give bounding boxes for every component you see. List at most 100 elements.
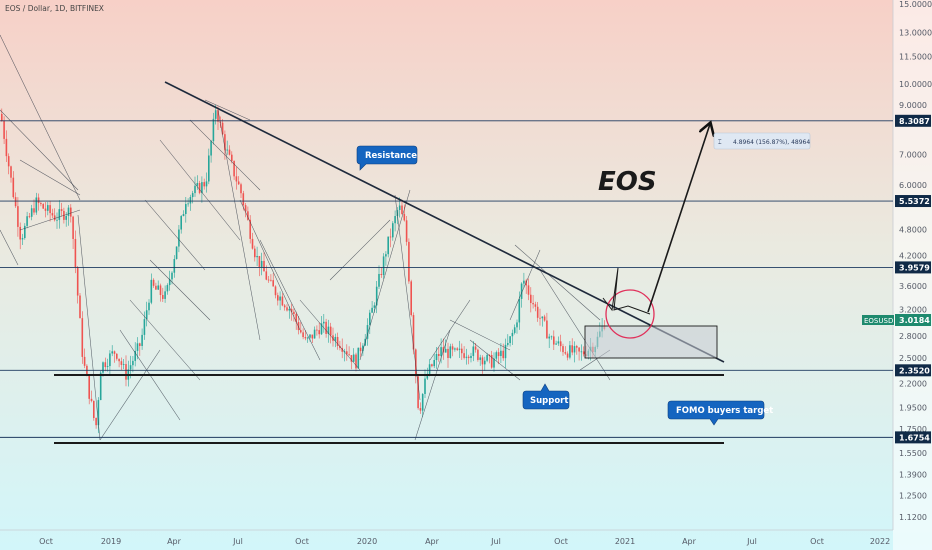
candle-body: [394, 216, 396, 224]
candle-body: [90, 398, 93, 401]
candle-body: [173, 259, 176, 273]
candle-body: [129, 365, 132, 370]
pattern-line: [19, 159, 81, 196]
candle-body: [224, 134, 226, 151]
candle-body: [182, 214, 185, 217]
candle-body: [166, 285, 169, 292]
level-label: 1.6754: [899, 433, 930, 442]
candle-body: [274, 286, 277, 296]
candle-body: [564, 352, 567, 354]
candle-body: [419, 408, 422, 411]
pattern-line: [99, 349, 161, 441]
candle-body: [467, 356, 470, 359]
candle-body: [403, 214, 406, 221]
candle-body: [449, 346, 452, 359]
candle-body: [159, 285, 162, 296]
candle-body: [306, 337, 309, 339]
candle-body: [550, 336, 553, 338]
y-tick-label: 15.0000: [899, 0, 932, 9]
candle-body: [447, 348, 449, 359]
candle-body: [288, 308, 291, 311]
candle-body: [553, 336, 555, 345]
candle-body: [401, 205, 403, 215]
x-tick-label: Oct: [39, 537, 53, 546]
candle-body: [162, 295, 164, 299]
candle-body: [428, 364, 431, 374]
candle-body: [378, 273, 380, 287]
pattern-line: [429, 299, 471, 361]
candle-body: [118, 358, 120, 362]
y-tick-label: 1.9500: [899, 403, 927, 412]
candle-body: [228, 149, 231, 155]
candle-body: [72, 216, 74, 239]
level-labels: 8.3087 5.5372 3.9579 2.3520 1.6754: [895, 114, 931, 444]
candle-body: [164, 291, 166, 299]
candle-body: [97, 400, 100, 426]
candle-body: [309, 334, 311, 338]
candle-body: [44, 208, 47, 211]
candle-body: [134, 350, 136, 361]
candle-body: [304, 337, 307, 339]
candle-body: [116, 353, 118, 359]
pattern-line: [0, 34, 81, 201]
candle-body: [113, 351, 116, 354]
candle-body: [513, 327, 516, 333]
candle-body: [19, 226, 21, 240]
candle-body: [555, 343, 557, 345]
candle-body: [548, 336, 550, 339]
x-tick-label: Jul: [232, 537, 243, 546]
candle-body: [81, 318, 84, 357]
candle-body: [444, 348, 447, 353]
candle-body: [502, 350, 504, 359]
candle-body: [178, 229, 180, 247]
support-label: Support: [530, 396, 568, 406]
candle-body: [171, 272, 173, 280]
candle-body: [3, 120, 5, 139]
measure-box: [713, 132, 811, 150]
candle-body: [258, 255, 261, 268]
candle-body: [47, 205, 49, 211]
candle-body: [576, 346, 578, 348]
candle-body: [51, 213, 54, 216]
candle-body: [254, 248, 256, 258]
candle-body: [497, 352, 500, 356]
candle-body: [511, 332, 514, 337]
pattern-line: [149, 259, 211, 321]
x-tick-label: Jul: [490, 537, 501, 546]
projection-path: [602, 267, 651, 315]
candle-body: [217, 110, 219, 122]
candle-body: [17, 206, 19, 227]
candle-body: [438, 353, 440, 356]
level-badge: [895, 261, 931, 274]
symbol-badge: EOSUSD 3.0184: [862, 314, 931, 326]
candle-body: [247, 211, 249, 220]
pattern-line: [469, 339, 521, 381]
candle-body: [168, 279, 171, 286]
x-tick-label: Jul: [746, 537, 757, 546]
candle-body: [405, 220, 408, 242]
candle-body: [523, 280, 525, 284]
candle-body: [198, 182, 201, 193]
y-tick-label: 13.0000: [899, 28, 932, 37]
candle-body: [352, 354, 355, 362]
candle-body: [495, 352, 498, 359]
candle-body: [148, 302, 150, 311]
candle-body: [539, 317, 541, 319]
candle-body: [187, 203, 189, 205]
pattern-line: [239, 199, 301, 331]
candle-body: [53, 215, 56, 221]
candle-body: [362, 345, 364, 352]
x-tick-label: 2019: [101, 537, 121, 546]
candle-body: [265, 271, 268, 280]
candle-body: [67, 207, 70, 216]
candle-body: [185, 204, 187, 215]
candle-body: [484, 360, 486, 365]
candle-body: [477, 349, 479, 360]
candle-body: [359, 347, 362, 352]
candle-body: [283, 305, 286, 308]
candle-body: [490, 354, 493, 368]
y-axis-ticks: 15.0000 13.0000 11.5000 10.0000 9.0000 7.0000…: [899, 0, 932, 522]
candle-body: [320, 323, 323, 335]
candle-body: [277, 295, 279, 301]
x-tick-label: 2020: [357, 537, 377, 546]
